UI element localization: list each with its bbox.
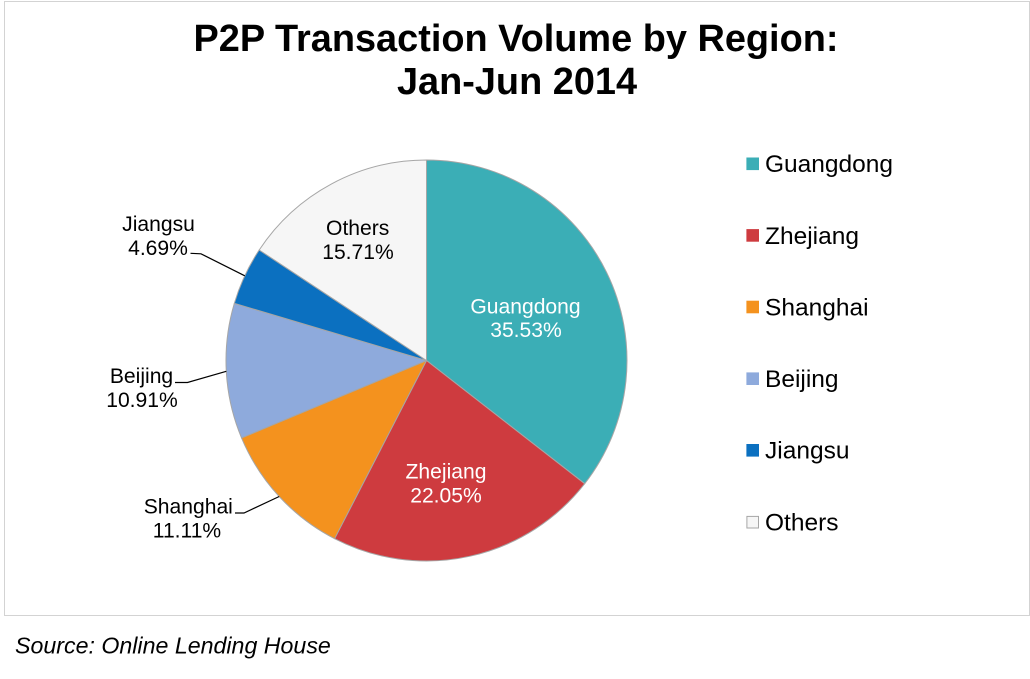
svg-text:Shanghai: Shanghai [765,295,869,322]
svg-text:Guangdong: Guangdong [470,296,580,319]
svg-text:Zhejiang: Zhejiang [765,223,859,250]
svg-text:Beijing: Beijing [110,365,173,388]
svg-text:Others: Others [326,217,389,240]
svg-text:11.11%: 11.11% [153,519,221,542]
svg-text:Jiangsu: Jiangsu [122,213,195,236]
svg-text:Others: Others [765,509,839,536]
svg-text:10.91%: 10.91% [106,389,178,412]
svg-text:Guangdong: Guangdong [765,151,893,178]
svg-text:15.71%: 15.71% [322,241,394,264]
svg-text:35.53%: 35.53% [490,319,562,342]
svg-text:P2P Transaction Volume by Regi: P2P Transaction Volume by Region: [194,18,839,60]
svg-text:22.05%: 22.05% [410,485,482,508]
svg-text:Jan-Jun 2014: Jan-Jun 2014 [397,61,637,103]
svg-text:Source: Online Lending House: Source: Online Lending House [15,633,331,659]
svg-text:Jiangsu: Jiangsu [765,438,849,465]
svg-text:Beijing: Beijing [765,366,839,393]
svg-text:4.69%: 4.69% [128,237,188,260]
svg-text:Zhejiang: Zhejiang [406,461,487,484]
svg-text:Shanghai: Shanghai [144,495,233,518]
